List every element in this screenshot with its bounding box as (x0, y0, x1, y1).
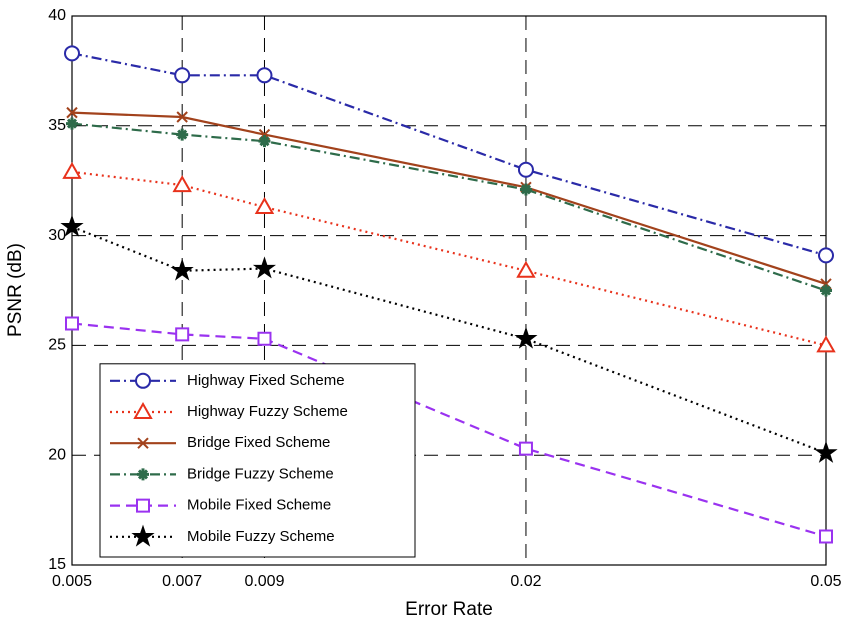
marker (519, 183, 532, 196)
y-tick-label: 40 (48, 7, 66, 24)
series-line (71, 225, 827, 455)
marker (518, 441, 533, 456)
legend: Highway Fixed Scheme Highway Fuzzy Scheme… (99, 363, 416, 558)
marker (814, 440, 838, 463)
legend-marker (137, 437, 149, 449)
x-tick-label: 0.05 (810, 573, 841, 590)
x-tick-label: 0.007 (162, 573, 202, 590)
marker (63, 45, 81, 62)
legend-marker (136, 498, 150, 513)
marker (170, 258, 194, 281)
legend-label: Bridge Fixed Scheme (187, 434, 330, 451)
y-tick-label: 20 (48, 446, 66, 463)
legend-label: Mobile Fixed Scheme (187, 497, 331, 514)
marker (258, 135, 271, 148)
marker (816, 335, 836, 353)
marker (60, 214, 84, 237)
marker (66, 106, 78, 119)
series-line (71, 122, 827, 292)
y-axis-label: PSNR (dB) (5, 243, 26, 337)
x-tick-label: 0.02 (510, 573, 541, 590)
marker (174, 67, 191, 84)
marker (257, 331, 272, 346)
marker (176, 128, 189, 141)
legend-marker (134, 372, 152, 389)
marker (817, 247, 835, 264)
x-tick-label: 0.009 (244, 573, 284, 590)
marker (517, 161, 534, 178)
y-tick-label: 25 (48, 337, 66, 354)
y-tick-label: 30 (48, 227, 66, 244)
marker (256, 67, 273, 84)
y-tick-label: 35 (48, 117, 66, 134)
marker (66, 117, 78, 130)
y-tick-label: 15 (48, 556, 66, 573)
legend-label: Highway Fuzzy Scheme (187, 403, 348, 420)
legend-label: Highway Fixed Scheme (187, 372, 345, 389)
marker (820, 284, 832, 297)
legend-marker (137, 468, 149, 481)
legend-box (99, 363, 416, 558)
marker (175, 327, 190, 342)
marker (176, 111, 188, 123)
marker (516, 260, 536, 278)
legend-marker (133, 401, 153, 419)
legend-marker (131, 524, 155, 547)
marker (65, 316, 79, 331)
legend-label: Mobile Fuzzy Scheme (187, 528, 335, 545)
x-tick-label: 0.005 (52, 573, 92, 590)
marker (62, 161, 82, 179)
marker (819, 529, 833, 544)
marker (514, 326, 538, 349)
marker (172, 175, 192, 193)
series-line (71, 170, 827, 347)
legend-label: Bridge Fuzzy Scheme (187, 465, 334, 482)
marker (254, 197, 275, 215)
x-axis-label: Error Rate (405, 599, 493, 620)
marker (252, 256, 277, 279)
